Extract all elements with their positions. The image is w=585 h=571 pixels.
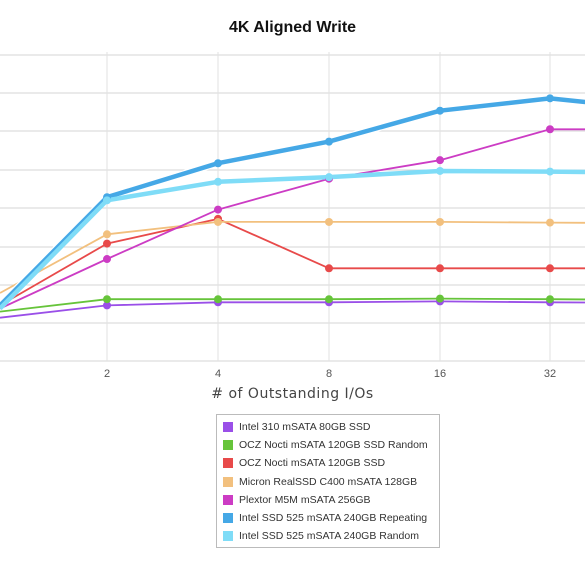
x-tick-label: 2 <box>104 368 110 380</box>
series-line <box>0 96 585 307</box>
x-tick-label: 32 <box>544 368 556 380</box>
legend-swatch <box>223 494 233 505</box>
data-point <box>436 106 444 115</box>
legend-label: Intel SSD 525 mSATA 240GB Repeating <box>239 512 428 525</box>
data-point <box>436 156 444 165</box>
x-tick-labels: 2 4 8 16 32 <box>104 368 556 380</box>
data-point <box>546 94 554 103</box>
legend-item: Micron RealSSD C400 mSATA 128GB <box>223 473 439 491</box>
data-point <box>436 294 444 303</box>
legend-swatch <box>223 458 233 469</box>
series-line <box>0 297 585 313</box>
data-point <box>325 295 333 304</box>
legend-item: Intel 310 mSATA 80GB SSD <box>223 418 439 436</box>
series-points <box>103 94 554 310</box>
data-point <box>214 217 222 226</box>
legend-item: Intel SSD 525 mSATA 240GB Random <box>223 527 439 545</box>
legend-label: Intel SSD 525 mSATA 240GB Random <box>239 530 419 543</box>
legend-label: Micron RealSSD C400 mSATA 128GB <box>239 475 418 488</box>
legend-label: OCZ Nocti mSATA 120GB SSD <box>239 457 386 470</box>
legend-label: OCZ Nocti mSATA 120GB SSD Random <box>239 439 428 452</box>
data-point <box>325 173 333 182</box>
legend-swatch <box>223 531 233 542</box>
data-point <box>103 239 111 248</box>
data-point <box>546 125 554 134</box>
legend-item: OCZ Nocti mSATA 120GB SSD Random <box>223 436 439 454</box>
data-point <box>214 295 222 304</box>
x-axis-label: # of Outstanding I/Os <box>211 386 374 402</box>
chart-title: 4K Aligned Write <box>228 19 357 36</box>
legend-label: Intel 310 mSATA 80GB SSD <box>239 421 371 434</box>
data-point <box>436 217 444 226</box>
legend-swatch <box>223 422 233 433</box>
legend-item: Plextor M5M mSATA 256GB <box>223 491 439 509</box>
legend-swatch <box>223 476 233 487</box>
data-point <box>325 137 333 146</box>
data-point <box>103 230 111 239</box>
data-point <box>103 196 111 205</box>
chart-plot-area: 2 4 8 16 32 <box>0 52 585 380</box>
data-point <box>103 255 111 264</box>
data-point <box>103 295 111 304</box>
legend-swatch <box>223 513 233 524</box>
legend-item: Intel SSD 525 mSATA 240GB Repeating <box>223 509 439 527</box>
series-line-halo <box>0 94 585 308</box>
series-line <box>0 300 585 319</box>
data-point <box>436 166 444 175</box>
x-tick-label: 8 <box>326 368 332 380</box>
series-line <box>0 221 585 294</box>
data-point <box>325 217 333 226</box>
data-point <box>325 264 333 273</box>
data-point <box>214 177 222 186</box>
legend-label: Plextor M5M mSATA 256GB <box>239 493 371 506</box>
data-point <box>546 218 554 227</box>
legend-swatch <box>223 440 233 451</box>
data-point <box>103 301 111 310</box>
legend-item: OCZ Nocti mSATA 120GB SSD <box>223 454 439 472</box>
grid-lines <box>0 52 585 362</box>
data-point <box>214 159 222 168</box>
data-point <box>436 264 444 273</box>
x-tick-label: 4 <box>215 368 221 380</box>
series-line <box>0 168 585 311</box>
data-point <box>546 295 554 304</box>
data-point <box>546 264 554 273</box>
series-line <box>0 218 585 307</box>
data-point <box>546 167 554 176</box>
legend: Intel 310 mSATA 80GB SSD OCZ Nocti mSATA … <box>216 414 440 548</box>
x-tick-label: 16 <box>434 368 446 380</box>
data-point <box>214 205 222 214</box>
